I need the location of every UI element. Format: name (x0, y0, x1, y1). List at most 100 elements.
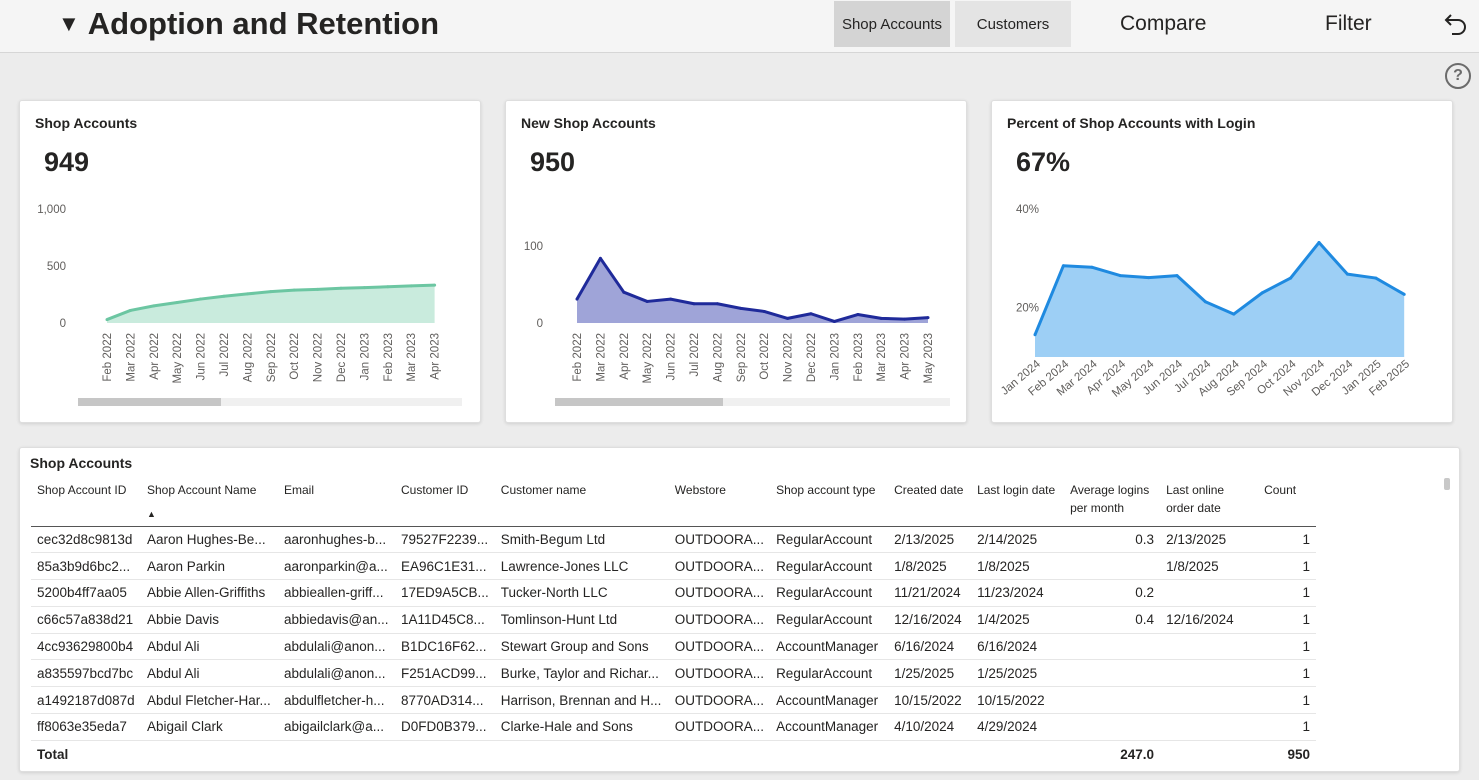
y-tick-label: 0 (537, 318, 543, 330)
table-cell: Stewart Group and Sons (494, 633, 669, 661)
table-row[interactable]: a1492187d087d Abdul Fletcher-Har... abdulf… (31, 686, 1317, 715)
total-empty-cell (668, 739, 771, 769)
x-tick-label: Jan 2023 (829, 333, 841, 380)
table-cell: OUTDOORA... (668, 579, 771, 607)
table-row[interactable]: 85a3b9d6bc2... Aaron Parkin aaronparkin@a.… (31, 552, 1317, 581)
series-line (575, 256, 929, 323)
table-row[interactable]: 5200b4ff7aa05 Abbie Allen-Griffiths abbiea… (31, 579, 1317, 607)
column-header[interactable]: Shop account type (770, 478, 889, 527)
table-cell: Burke, Taylor and Richar... (494, 659, 669, 688)
table-cell: RegularAccount (770, 526, 889, 554)
table-cell: Abdul Ali (141, 633, 278, 661)
shop-accounts-card: Shop Accounts 949 0 500 1,000 Feb 2022 Mar 2… (19, 100, 481, 423)
data-point (669, 297, 673, 301)
table-cell: Tucker-North LLC (494, 579, 669, 607)
table-cell: abigailclark@a... (278, 713, 395, 741)
table-row[interactable]: c66c57a838d21 Abbie Davis abbiedavis@an...… (31, 606, 1317, 634)
filter-button[interactable]: Filter (1325, 12, 1372, 35)
column-header[interactable]: Customer name (494, 478, 669, 527)
total-empty-cell (888, 739, 972, 769)
x-tick-label: Sep 2022 (266, 333, 278, 382)
table-cell: AccountManager (770, 686, 889, 715)
total-count: 950 (1258, 739, 1317, 769)
table-cell: 1/8/2025 (1160, 552, 1259, 581)
table-cell: 17ED9A5CB... (395, 579, 495, 607)
column-header[interactable]: Last online order date (1160, 478, 1259, 527)
data-point (879, 316, 883, 320)
data-point (622, 290, 626, 294)
data-point (339, 286, 343, 290)
data-point (128, 308, 132, 312)
table-scrollbar[interactable] (1444, 478, 1450, 490)
table-cell (1064, 633, 1161, 661)
triangle-down-icon[interactable]: ▼ (58, 11, 80, 36)
data-point (1345, 272, 1349, 276)
column-header[interactable]: Count (1258, 478, 1317, 527)
page-title: ▼ Adoption and Retention (58, 6, 439, 42)
column-header[interactable]: Average logins per month (1064, 478, 1161, 527)
table-cell: abdulali@anon... (278, 633, 395, 661)
column-header[interactable]: Shop Account ID (31, 478, 141, 527)
y-tick-label: 100 (524, 241, 543, 253)
column-header[interactable]: Last login date (971, 478, 1065, 527)
card-title: Shop Accounts (35, 115, 138, 131)
chart-scrollbar[interactable] (555, 398, 950, 406)
column-header[interactable]: Created date (888, 478, 972, 527)
y-tick-label: 0 (60, 318, 66, 330)
table-cell (1160, 713, 1259, 741)
table-cell: 1 (1258, 552, 1317, 581)
question-circle-icon[interactable]: ? (1445, 63, 1471, 89)
scrollbar-thumb[interactable] (555, 398, 723, 406)
table-cell: 1/4/2025 (971, 606, 1065, 634)
sort-ascending-icon[interactable]: ▲ (147, 508, 156, 519)
undo-arrow-icon[interactable] (1443, 1, 1473, 47)
x-tick-label: Feb 2022 (572, 333, 584, 382)
table-cell: Lawrence-Jones LLC (494, 552, 669, 581)
data-point (1232, 312, 1236, 316)
column-header[interactable]: Customer ID (395, 478, 495, 527)
scrollbar-thumb[interactable] (78, 398, 221, 406)
table-cell: 1 (1258, 526, 1317, 554)
table-cell: 8770AD314... (395, 686, 495, 715)
chart-scrollbar[interactable] (78, 398, 462, 406)
data-point (1260, 291, 1264, 295)
column-header[interactable]: Email (278, 478, 395, 527)
data-point (598, 256, 602, 260)
total-empty-cell (395, 739, 495, 769)
column-header[interactable]: Shop Account Name ▲ (141, 478, 278, 527)
y-tick-label: 500 (47, 261, 66, 273)
new-shop-accounts-chart[interactable]: 0 100 Feb 2022 Mar 2022 Apr 2022 May 2022 Jun … (506, 101, 968, 424)
x-tick-label: Nov 2022 (313, 333, 325, 382)
table-row[interactable]: 4cc93629800b4 Abdul Ali abdulali@anon... B1… (31, 633, 1317, 661)
table-cell: ff8063e35eda7 (31, 713, 141, 741)
table-cell: 1 (1258, 633, 1317, 661)
x-tick-label: Mar 2023 (876, 333, 888, 382)
table-cell: OUTDOORA... (668, 686, 771, 715)
table-cell: B1DC16F62... (395, 633, 495, 661)
column-header-label: Count (1264, 483, 1297, 497)
table-cell: D0FD0B379... (395, 713, 495, 741)
shop-accounts-chart[interactable]: 0 500 1,000 Feb 2022 Mar 2022 Apr 2022 May 202… (20, 101, 482, 424)
table-cell: 1/8/2025 (888, 552, 972, 581)
tab-customers[interactable]: Customers (955, 1, 1071, 47)
table-header-row: Shop Account ID Shop Account Name ▲ Email Cu… (31, 478, 1317, 527)
x-tick-label: Apr 2022 (619, 333, 631, 380)
y-tick-label: 40% (1016, 204, 1039, 216)
table-row[interactable]: cec32d8c9813d Aaron Hughes-Be... aaronhugh… (31, 526, 1317, 554)
x-tick-label: Jul 2022 (219, 333, 231, 376)
x-tick-label: Oct 2022 (289, 333, 301, 380)
data-point (1175, 274, 1179, 278)
table-cell: abbieallen-griff... (278, 579, 395, 607)
compare-button[interactable]: Compare (1120, 12, 1207, 35)
table-cell: RegularAccount (770, 659, 889, 688)
tab-shop-accounts[interactable]: Shop Accounts (834, 1, 950, 47)
table-cell: aaronparkin@a... (278, 552, 395, 581)
x-tick-label: Jun 2022 (666, 333, 678, 380)
data-point (199, 297, 203, 301)
table-row[interactable]: a835597bcd7bc Abdul Ali abdulali@anon... F2… (31, 659, 1317, 688)
data-point (175, 300, 179, 304)
column-header[interactable]: Webstore (668, 478, 771, 527)
table-row[interactable]: ff8063e35eda7 Abigail Clark abigailclark@a… (31, 713, 1317, 741)
x-tick-label: Mar 2023 (406, 333, 418, 382)
